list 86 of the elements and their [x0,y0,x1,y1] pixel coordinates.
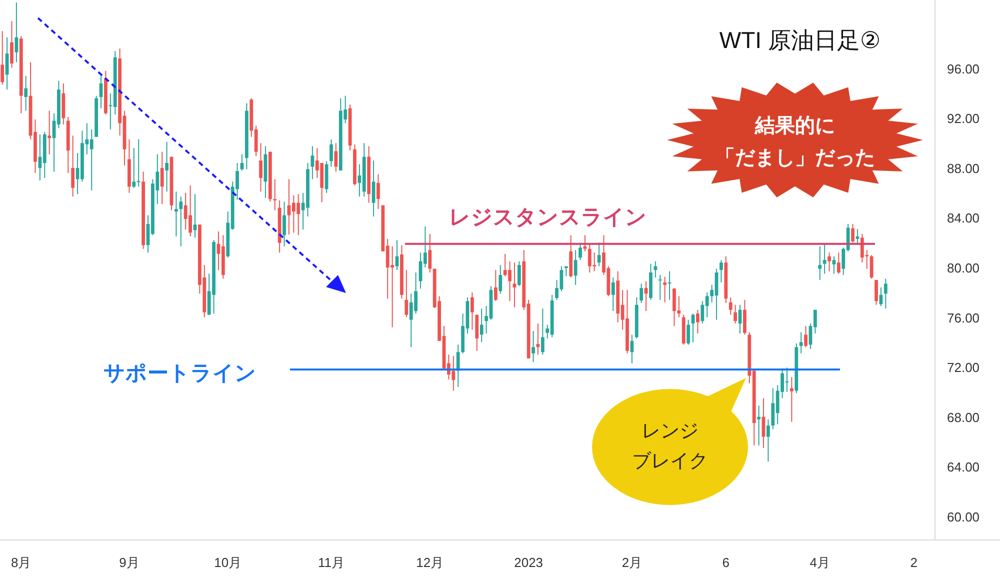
candlestick [24,75,28,112]
candlestick [766,418,770,462]
candlestick [728,296,732,316]
x-tick-label: 8月 [11,555,32,570]
y-tick-label: 68.00 [947,410,980,425]
candlestick [480,308,484,343]
candlestick [658,274,662,300]
candlestick [799,332,803,354]
candlestick [597,242,601,267]
candlestick [71,135,75,198]
candlestick [470,292,474,330]
text: WTI 原油日足② [719,27,881,53]
candlestick [611,276,615,312]
candlestick [310,146,314,180]
candlestick [10,20,14,68]
candlestick [404,270,408,318]
candlestick [836,252,840,274]
candlestick [498,264,502,294]
candlestick [512,262,516,308]
candlestick [818,246,822,280]
candlestick [179,196,183,247]
candlestick [578,243,582,261]
annotation: 「だまし」だった [715,147,875,169]
candlestick [630,334,634,364]
candlestick [330,138,333,168]
candlestick [334,142,338,172]
candlestick [696,309,700,334]
ref-line-label: サポートライン [104,362,256,385]
y-tick-label: 64.00 [947,460,980,475]
candlestick [790,376,794,422]
candlestick [475,314,479,352]
candlestick [884,278,888,310]
candlestick [165,141,168,192]
annotation: ブレイク [632,451,708,472]
candlestick [174,191,178,237]
candlestick [282,201,286,247]
y-tick-label: 84.00 [947,210,980,226]
y-tick-label: 72.00 [947,360,980,376]
candlestick [574,250,578,286]
candlestick [376,174,380,210]
x-tick-label: 4月 [810,555,830,570]
candlestick [0,30,4,86]
x-tick-label: 2023 [514,555,544,570]
candlestick [160,151,164,205]
x-tick-label: 10月 [214,555,242,570]
y-tick-label: 80.00 [947,260,980,276]
candlestick [640,283,644,304]
candlestick [832,256,836,274]
y-tick-label: 60.00 [947,509,980,524]
candlestick [456,344,460,388]
y-tick-label: 76.00 [947,310,980,326]
candlestick [804,325,808,348]
candlestick [540,308,544,356]
candlestick [734,304,738,324]
x-tick-label: 12月 [416,555,444,570]
candlestick [686,319,690,346]
y-tick-label: 92.00 [947,111,980,126]
candlestick [720,260,723,283]
x-tick-label: 9月 [119,555,140,570]
candlestick [517,260,521,287]
x-tick-label: 11月 [318,555,344,570]
candlestick [757,405,761,446]
annotation: レンジ [642,421,698,442]
y-tick-label: 88.00 [947,160,980,176]
candlestick [14,2,18,63]
candlestick [828,252,831,272]
candlestick [428,233,432,273]
candlestick [654,260,658,278]
candlestick [874,279,878,306]
candlestick [273,178,277,211]
candlestick [48,110,52,155]
x-tick-label: 2 [910,555,918,570]
candlestick [259,142,262,192]
x-tick-label: 6 [722,555,730,570]
candlestick [494,270,498,302]
candlestick [372,160,376,217]
x-tick-label: 2月 [622,555,642,570]
candlestick [851,223,854,244]
candlestick [822,244,826,274]
candlestick [532,330,535,363]
y-tick-label: 96.00 [947,61,980,76]
annotation: 結果的に [754,115,835,137]
ref-line-label: レジスタンスライン [449,206,647,229]
candlestick [870,254,874,280]
candlestick [663,276,667,303]
candlestick [743,299,746,336]
